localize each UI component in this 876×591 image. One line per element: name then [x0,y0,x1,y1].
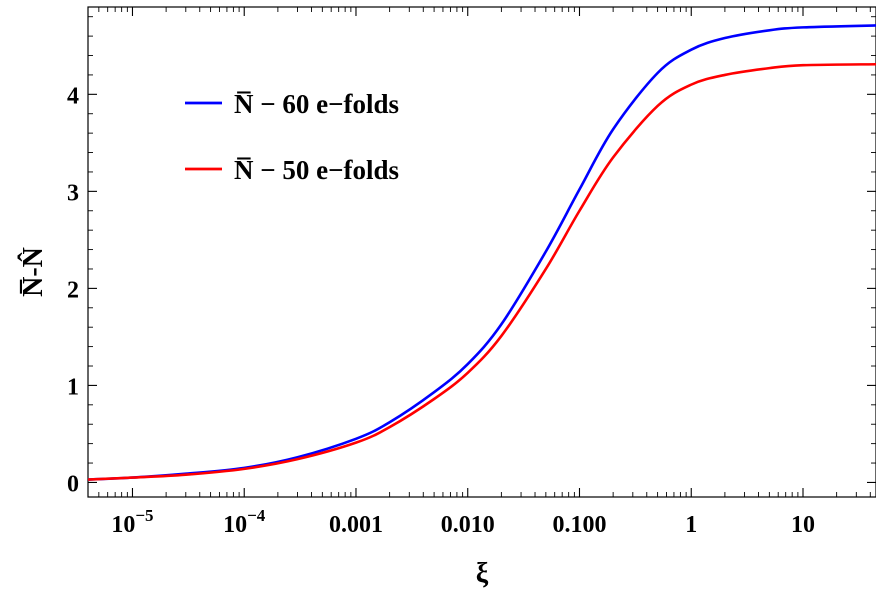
x-tick-base: 0.100 [552,512,606,538]
y-tick-label: 1 [67,374,79,400]
x-tick-label: 10−4 [223,506,266,538]
legend-label-0: N̅ − 60 e−folds [234,89,399,119]
legend-label-1: N̅ − 50 e−folds [234,155,399,185]
x-tick-base: 0.001 [329,512,383,538]
x-tick-label: 0.010 [441,512,495,538]
x-tick-label: 0.100 [552,512,606,538]
x-tick-label: 1 [685,512,697,538]
series-lines [87,24,876,481]
x-axis-title: ξ [476,558,489,589]
x-tick-base: 10 [223,512,247,538]
x-tick-base: 1 [685,512,697,538]
x-tick-label: 10−5 [111,506,153,538]
series-line-1 [87,62,876,481]
y-tick-label: 3 [67,180,79,206]
y-tick-label: 2 [67,277,79,303]
x-tick-exponent: −4 [247,506,266,525]
x-tick-base: 0.010 [441,512,495,538]
series-line-0 [87,24,876,481]
y-tick-label: 0 [67,471,79,497]
y-axis-title: N̅-N̂ [18,247,49,297]
x-tick-label: 10 [791,512,815,538]
x-tick-exponent: −5 [135,506,153,525]
x-tick-label: 0.001 [329,512,383,538]
x-tick-base: 10 [791,512,815,538]
plot-frame [87,6,876,498]
x-tick-base: 10 [111,512,135,538]
y-tick-label: 4 [67,83,79,109]
legend: N̅ − 60 e−folds N̅ − 50 e−folds [185,89,399,185]
